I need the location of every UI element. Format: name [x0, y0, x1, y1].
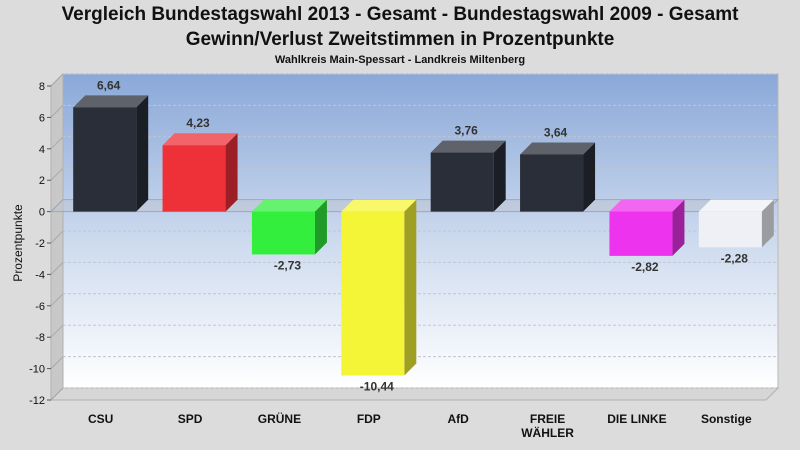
y-tick-label: 8	[39, 81, 45, 93]
y-tick-label: -12	[29, 395, 45, 407]
category-labels: CSU SPD GRÜNE FDP AfD FREIE WÄHLER DIE LINKE Son…	[88, 411, 752, 440]
bar: -10,44	[341, 199, 417, 394]
bar-front	[430, 152, 494, 212]
bar-side	[225, 133, 238, 212]
chart-subtitle: Gewinn/Verlust Zweitstimmen in Prozentpu…	[185, 29, 615, 50]
bar-top	[430, 140, 506, 153]
tick-connector	[50, 105, 64, 118]
bar: -2,73	[251, 199, 327, 272]
data-label: 6,64	[97, 78, 121, 92]
data-label: 4,23	[186, 116, 210, 130]
x-tick-label: FREIE WÄHLER	[521, 412, 574, 440]
bar-front	[73, 107, 137, 212]
x-tick-label: CSU	[88, 412, 113, 426]
x-tick-label: DIE LINKE	[607, 412, 666, 426]
bar: 6,64	[73, 78, 149, 212]
bar: 3,76	[430, 124, 506, 212]
data-label: 3,76	[455, 124, 479, 138]
y-tick-label: -8	[35, 332, 45, 344]
bar-front	[341, 211, 405, 376]
x-tick-label: GRÜNE	[258, 411, 301, 426]
bar-side	[672, 199, 685, 256]
bar-side	[136, 95, 149, 212]
tick-connector	[50, 136, 64, 150]
y-tick-label: -10	[29, 364, 45, 376]
y-tick-label: 4	[39, 144, 45, 156]
x-tick-label: AfD	[448, 412, 470, 426]
bar: -2,82	[609, 199, 685, 274]
bar-side	[404, 199, 417, 376]
y-tick-label: 0	[39, 207, 45, 219]
bar-top	[609, 199, 685, 212]
data-label: -10,44	[360, 380, 394, 394]
data-label: -2,28	[721, 251, 749, 265]
bars: 6,64 4,23 -2,73 -10,44 3,76 3,64 -2,82 -2,28	[73, 78, 774, 394]
tick-connector	[50, 167, 64, 181]
tick-connector	[50, 387, 64, 401]
data-label: 3,64	[544, 125, 568, 139]
y-tick-label: 2	[39, 175, 45, 187]
data-label: -2,73	[274, 258, 302, 272]
x-tick-label: Sonstige	[701, 412, 752, 426]
tick-connector	[50, 230, 64, 244]
tick-connector	[50, 262, 64, 275]
bar-side	[493, 140, 506, 212]
y-axis-label: Prozentpunkte	[11, 204, 25, 282]
tick-connector	[50, 356, 64, 369]
chart-title: Vergleich Bundestagswahl 2013 - Gesamt -…	[61, 4, 739, 25]
bar-top	[341, 199, 417, 212]
plot-floor	[49, 387, 780, 401]
x-tick-label: SPD	[178, 412, 203, 426]
tick-connector	[50, 293, 64, 307]
bar-front	[520, 154, 584, 212]
bar-front	[609, 211, 673, 256]
bar-front	[162, 145, 226, 212]
bar: 3,64	[520, 125, 596, 212]
bar-top	[251, 199, 327, 212]
tick-connector	[50, 73, 64, 87]
bar-front	[698, 211, 762, 248]
bar-top	[698, 199, 774, 212]
data-label: -2,82	[631, 260, 659, 274]
y-tick-label: 6	[39, 112, 45, 124]
bar-side	[761, 199, 774, 248]
bar-top	[162, 133, 238, 146]
bar-top	[73, 95, 149, 108]
y-tick-label: -2	[35, 238, 45, 250]
tick-connector	[50, 324, 64, 338]
bar: -2,28	[698, 199, 774, 265]
bar-top	[520, 142, 596, 155]
x-tick-label: FDP	[357, 412, 381, 426]
chart-region-label: Wahlkreis Main-Spessart - Landkreis Milt…	[274, 54, 526, 66]
bar-front	[251, 211, 315, 255]
y-tick-label: -6	[35, 301, 45, 313]
bar-side	[583, 142, 596, 212]
bar-side	[314, 199, 327, 255]
y-tick-label: -4	[35, 269, 45, 281]
bar: 4,23	[162, 116, 238, 212]
